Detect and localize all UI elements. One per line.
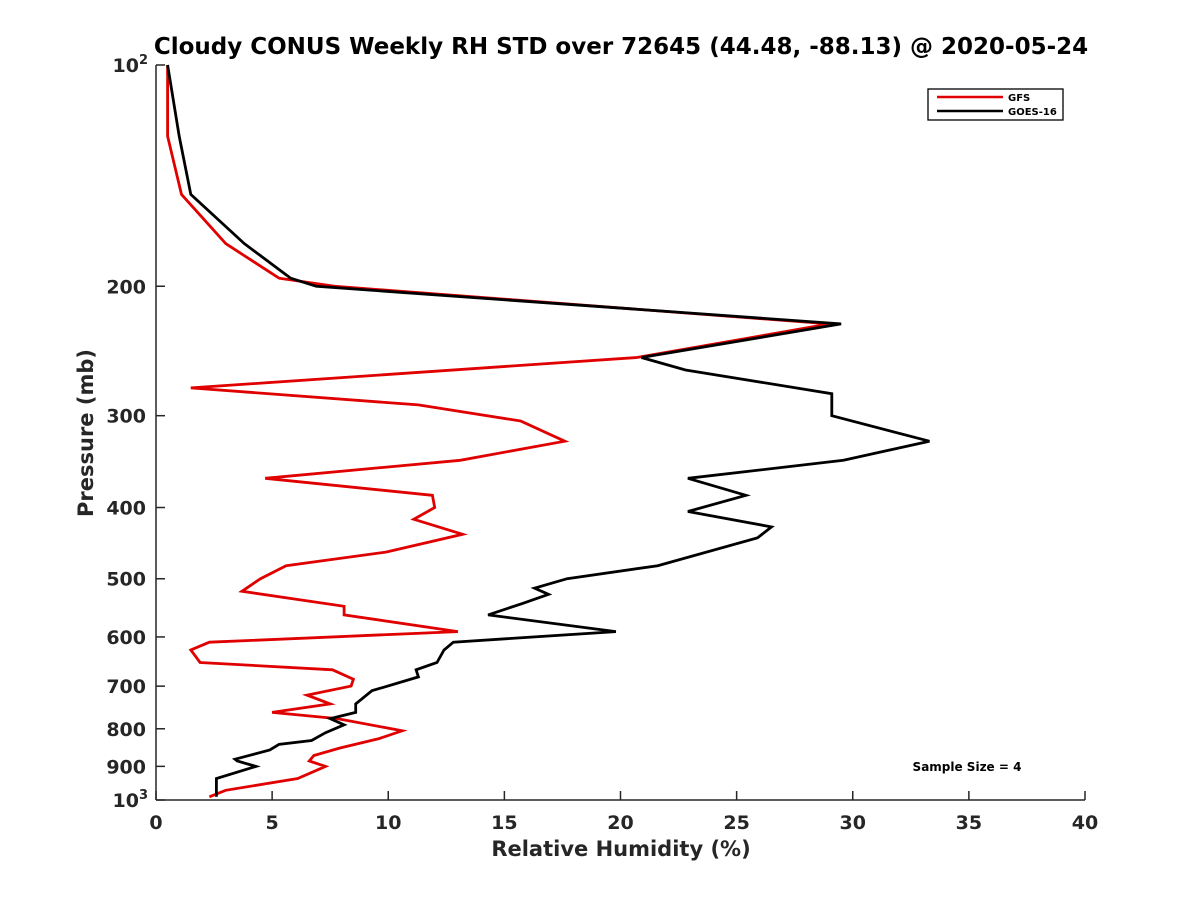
x-tick-label: 10: [375, 812, 401, 834]
y-tick-label: 400: [106, 498, 146, 520]
sample-size-annotation: Sample Size = 4: [913, 760, 1022, 774]
y-tick-label: 900: [106, 756, 146, 778]
series-line-goes-16: [166, 64, 930, 797]
legend-label: GOES-16: [1008, 107, 1057, 118]
y-tick-label: 102: [113, 53, 149, 77]
y-tick-label-base: 10: [113, 55, 139, 77]
x-tick-label: 30: [840, 812, 866, 834]
y-tick-label: 800: [106, 719, 146, 741]
x-tick-label: 20: [607, 812, 633, 834]
series-line-gfs: [166, 65, 830, 799]
x-tick-label: 15: [491, 812, 517, 834]
y-tick-label: 300: [106, 406, 146, 428]
y-axis-label: Pressure (mb): [74, 349, 98, 517]
x-tick-label: 5: [266, 812, 279, 834]
legend-box: [927, 88, 1064, 121]
y-tick-label: 700: [106, 676, 146, 698]
x-tick-label: 25: [723, 812, 749, 834]
chart-title: Cloudy CONUS Weekly RH STD over 72645 (4…: [154, 34, 1088, 60]
x-tick-label: 0: [149, 812, 162, 834]
legend-label: GFS: [1008, 93, 1030, 104]
x-tick-label: 40: [1072, 812, 1098, 834]
y-tick-label: 103: [113, 788, 149, 812]
y-tick-label-base: 10: [113, 790, 139, 812]
y-tick-label: 600: [106, 627, 146, 649]
y-tick-label-exponent: 3: [139, 788, 148, 803]
legend: GFS GOES-16: [927, 88, 1064, 121]
x-axis-label: Relative Humidity (%): [491, 837, 750, 861]
y-tick-label: 200: [106, 276, 146, 298]
y-tick-label: 500: [106, 569, 146, 591]
y-tick-label-exponent: 2: [139, 53, 148, 68]
plot-area: 0 5 10 15 20 25 30 35 40102200300400500600700800…: [106, 53, 1098, 834]
x-tick-label: 35: [956, 812, 982, 834]
